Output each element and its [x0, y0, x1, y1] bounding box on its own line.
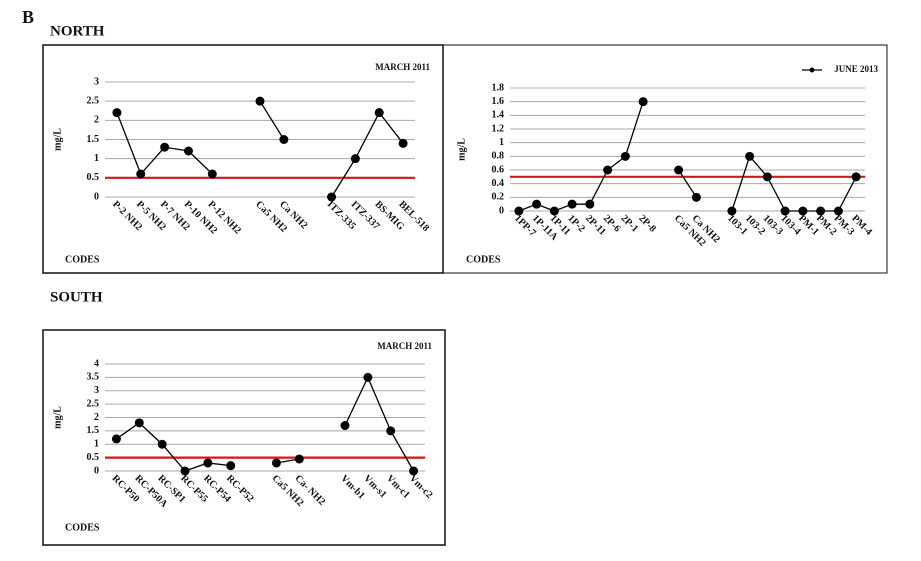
- data-point: [207, 169, 217, 179]
- y-tick-label: 0.5: [87, 452, 100, 463]
- data-point: [620, 151, 630, 161]
- data-point: [514, 206, 524, 216]
- y-tick-label: 0: [499, 205, 504, 216]
- y-axis-label: mg/L: [456, 138, 467, 161]
- data-point: [674, 165, 684, 175]
- y-tick-label: 3.5: [87, 372, 100, 383]
- y-tick-label: 4: [94, 358, 99, 369]
- y-tick-label: 0.2: [492, 192, 505, 203]
- data-point: [603, 165, 613, 175]
- y-tick-label: 1.8: [492, 82, 505, 93]
- data-point: [762, 172, 772, 182]
- y-tick-label: 2: [94, 412, 99, 423]
- data-point: [136, 169, 146, 179]
- panel-label: B: [22, 7, 34, 27]
- data-point: [398, 138, 408, 148]
- y-tick-label: 0.5: [87, 172, 100, 183]
- x-axis-label: CODES: [466, 254, 501, 265]
- y-tick-label: 1.4: [492, 110, 505, 121]
- data-point: [816, 206, 826, 216]
- legend-marker: [809, 67, 815, 73]
- y-tick-label: 0.4: [492, 178, 505, 189]
- data-point: [134, 418, 144, 428]
- data-point: [745, 151, 755, 161]
- y-axis-label: mg/L: [52, 128, 63, 151]
- data-point: [180, 466, 190, 476]
- y-tick-label: 2.5: [87, 95, 100, 106]
- y-tick-label: 1.5: [87, 425, 100, 436]
- data-point: [226, 461, 236, 471]
- data-point: [340, 421, 350, 431]
- data-point: [532, 199, 542, 209]
- x-axis-label: CODES: [65, 254, 100, 265]
- data-point: [727, 206, 737, 216]
- data-point: [294, 454, 304, 464]
- data-point: [271, 458, 281, 468]
- y-tick-label: 1: [499, 137, 504, 148]
- data-point: [111, 434, 121, 444]
- y-tick-label: 1.5: [87, 134, 100, 145]
- y-tick-label: 3: [94, 76, 99, 87]
- data-point: [409, 466, 419, 476]
- region-heading: SOUTH: [50, 289, 103, 305]
- y-tick-label: 0: [94, 191, 99, 202]
- data-point: [203, 458, 213, 468]
- data-point: [585, 199, 595, 209]
- legend-label: MARCH 2011: [375, 62, 430, 72]
- y-tick-label: 0.8: [492, 151, 505, 162]
- data-point: [851, 172, 861, 182]
- data-point: [183, 146, 193, 156]
- data-point: [112, 108, 122, 118]
- y-axis-label: mg/L: [52, 406, 63, 429]
- region-heading: NORTH: [50, 23, 105, 39]
- y-tick-label: 2.5: [87, 398, 100, 409]
- data-point: [363, 372, 373, 382]
- data-point: [798, 206, 808, 216]
- y-tick-label: 2: [94, 115, 99, 126]
- y-tick-label: 1: [94, 439, 99, 450]
- data-point: [638, 97, 648, 107]
- data-point: [386, 426, 396, 436]
- data-point: [157, 439, 167, 449]
- y-tick-label: 0.6: [492, 164, 505, 175]
- x-axis-label: CODES: [65, 522, 100, 533]
- data-point: [160, 142, 170, 152]
- legend-label: MARCH 2011: [377, 341, 432, 351]
- data-point: [279, 135, 289, 144]
- y-tick-label: 3: [94, 385, 99, 396]
- chart-frame: [42, 329, 446, 546]
- y-tick-label: 0: [94, 465, 99, 476]
- data-point: [780, 206, 790, 216]
- data-point: [255, 96, 265, 106]
- data-point: [350, 154, 360, 164]
- y-tick-label: 1.2: [492, 123, 505, 134]
- data-point: [374, 108, 384, 118]
- data-point: [833, 206, 843, 216]
- data-point: [327, 192, 337, 202]
- data-point: [691, 192, 701, 202]
- data-point: [567, 199, 577, 209]
- legend-label: JUNE 2013: [834, 64, 878, 74]
- chart-frame: [442, 44, 888, 274]
- y-tick-label: 1.6: [492, 96, 505, 107]
- y-tick-label: 1: [94, 153, 99, 164]
- data-point: [549, 206, 559, 216]
